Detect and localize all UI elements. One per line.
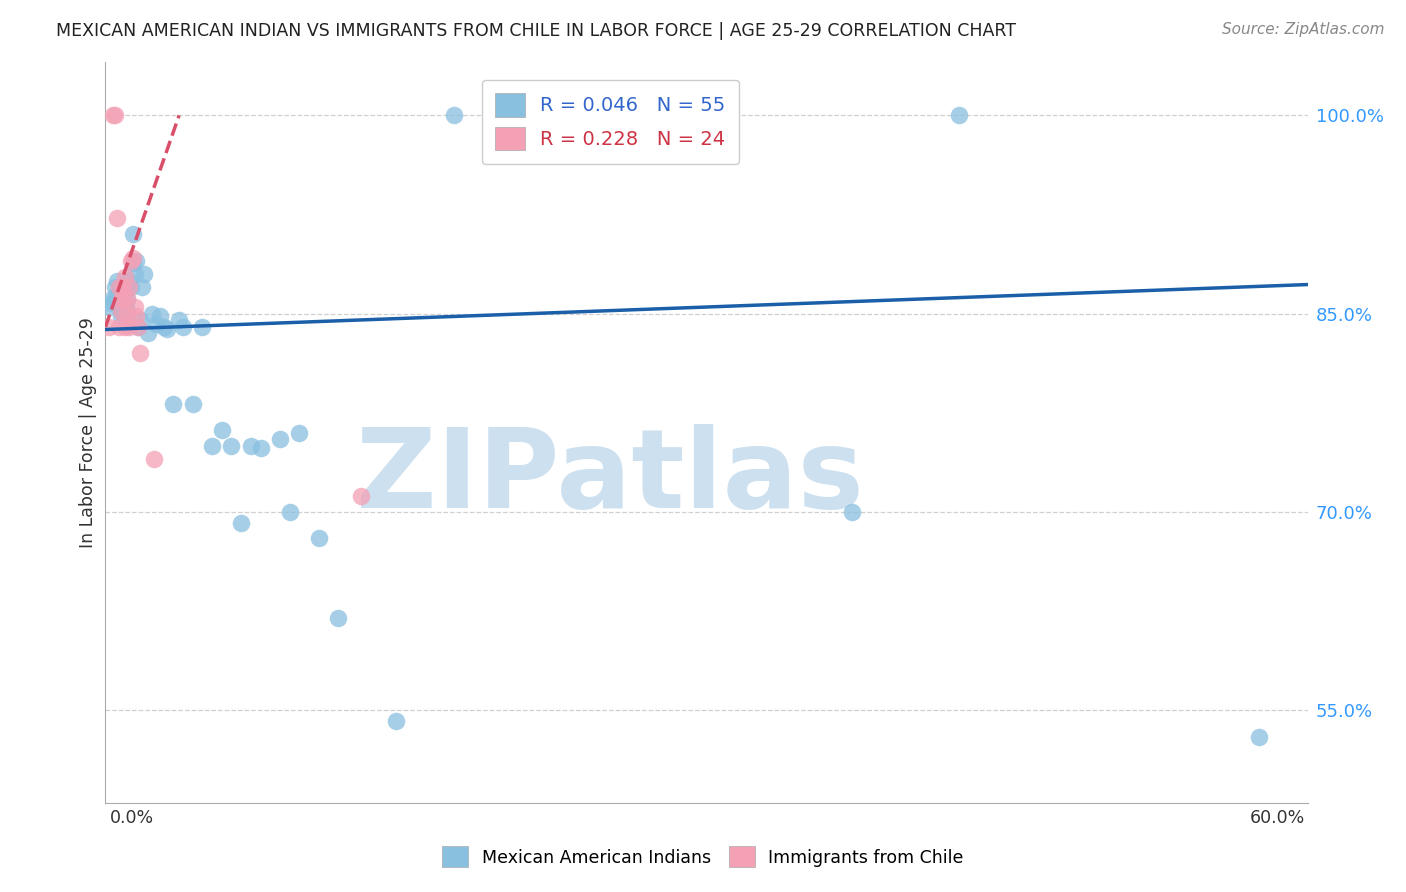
Point — [118, 274, 141, 288]
Point — [104, 108, 127, 122]
Point — [98, 300, 121, 314]
Legend: R = 0.046   N = 55, R = 0.228   N = 24: R = 0.046 N = 55, R = 0.228 N = 24 — [482, 79, 740, 164]
Text: Source: ZipAtlas.com: Source: ZipAtlas.com — [1222, 22, 1385, 37]
Point — [145, 317, 167, 331]
Point — [103, 108, 125, 122]
Point — [104, 293, 127, 308]
Point — [127, 319, 149, 334]
Point — [108, 319, 131, 334]
Point — [108, 296, 131, 310]
Point — [131, 280, 153, 294]
Point — [326, 611, 349, 625]
Text: MEXICAN AMERICAN INDIAN VS IMMIGRANTS FROM CHILE IN LABOR FORCE | AGE 25-29 CORR: MEXICAN AMERICAN INDIAN VS IMMIGRANTS FR… — [56, 22, 1017, 40]
Point — [124, 300, 146, 314]
Point — [114, 300, 136, 314]
Point — [141, 307, 163, 321]
Point — [201, 439, 224, 453]
Point — [385, 714, 408, 728]
Text: 60.0%: 60.0% — [1250, 809, 1305, 827]
Point — [111, 280, 134, 294]
Point — [162, 396, 184, 410]
Point — [114, 269, 136, 284]
Point — [105, 274, 128, 288]
Point — [121, 256, 143, 270]
Point — [120, 280, 142, 294]
Point — [142, 452, 165, 467]
Point — [1249, 730, 1271, 744]
Point — [239, 439, 262, 453]
Point — [98, 319, 121, 334]
Point — [167, 313, 190, 327]
Point — [103, 291, 125, 305]
Point — [278, 505, 301, 519]
Point — [115, 304, 138, 318]
Point — [127, 319, 149, 334]
Point — [350, 489, 373, 503]
Point — [841, 505, 863, 519]
Point — [118, 319, 141, 334]
Point — [115, 293, 138, 308]
Point — [110, 293, 132, 308]
Point — [110, 291, 132, 305]
Point — [110, 310, 132, 324]
Point — [110, 304, 132, 318]
Point — [129, 313, 152, 327]
Point — [118, 317, 141, 331]
Point — [191, 319, 214, 334]
Y-axis label: In Labor Force | Age 25-29: In Labor Force | Age 25-29 — [79, 318, 97, 548]
Point — [211, 423, 233, 437]
Point — [114, 280, 136, 294]
Point — [136, 326, 159, 341]
Point — [111, 307, 134, 321]
Point — [105, 286, 128, 301]
Point — [308, 532, 330, 546]
Point — [111, 296, 134, 310]
Point — [221, 439, 243, 453]
Point — [124, 267, 146, 281]
Point — [104, 280, 127, 294]
Point — [125, 253, 148, 268]
Point — [156, 322, 179, 336]
Point — [105, 211, 128, 226]
Point — [269, 432, 291, 446]
Text: ZIPatlas: ZIPatlas — [357, 424, 865, 531]
Point — [114, 319, 136, 334]
Point — [948, 108, 970, 122]
Point — [118, 280, 141, 294]
Point — [108, 300, 131, 314]
Point — [121, 251, 143, 265]
Point — [288, 425, 311, 440]
Point — [172, 319, 194, 334]
Point — [108, 280, 131, 294]
Point — [100, 296, 122, 310]
Point — [181, 396, 204, 410]
Point — [443, 108, 465, 122]
Point — [120, 253, 142, 268]
Point — [231, 516, 253, 530]
Point — [115, 307, 138, 321]
Point — [149, 310, 172, 324]
Point — [111, 291, 134, 305]
Point — [115, 291, 138, 305]
Text: 0.0%: 0.0% — [110, 809, 153, 827]
Point — [152, 319, 174, 334]
Point — [249, 442, 271, 456]
Legend: Mexican American Indians, Immigrants from Chile: Mexican American Indians, Immigrants fro… — [436, 839, 970, 874]
Point — [129, 346, 152, 360]
Point — [121, 227, 143, 242]
Point — [134, 267, 156, 281]
Point — [125, 310, 148, 324]
